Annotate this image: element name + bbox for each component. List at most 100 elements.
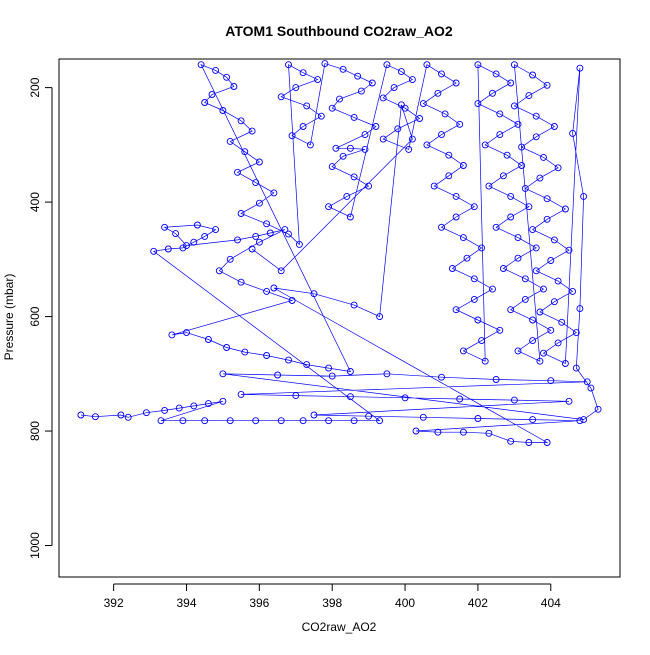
data-point xyxy=(346,393,354,401)
data-point xyxy=(383,61,391,69)
data-point xyxy=(441,110,449,118)
data-point xyxy=(529,226,537,234)
data-point xyxy=(204,336,212,343)
data-point xyxy=(438,223,445,231)
data-point xyxy=(489,285,496,293)
data-point xyxy=(514,347,522,355)
data-point xyxy=(554,164,562,172)
data-point xyxy=(201,417,209,425)
data-point xyxy=(459,162,467,169)
data-point xyxy=(328,104,336,112)
data-point xyxy=(339,65,347,73)
data-point xyxy=(507,306,515,314)
data-point xyxy=(547,326,555,334)
data-point xyxy=(277,267,285,275)
x-tick-label: 402 xyxy=(468,596,488,610)
data-point xyxy=(277,93,285,101)
y-tick-label: 200 xyxy=(28,77,42,97)
data-point xyxy=(77,411,85,419)
data-point xyxy=(438,70,445,78)
data-point xyxy=(179,244,187,252)
data-point xyxy=(576,417,584,425)
data-point xyxy=(237,278,245,286)
data-point xyxy=(576,305,584,313)
data-point xyxy=(550,123,558,130)
data-point xyxy=(303,361,311,369)
data-point xyxy=(292,392,300,400)
data-point xyxy=(299,69,307,77)
data-point xyxy=(554,339,562,347)
data-point xyxy=(521,275,529,283)
data-point xyxy=(521,295,529,303)
data-point xyxy=(277,417,285,425)
data-point xyxy=(583,378,591,386)
data-point xyxy=(543,439,551,446)
data-point xyxy=(142,409,150,417)
data-point xyxy=(288,297,296,304)
data-point xyxy=(423,61,431,69)
x-tick-label: 396 xyxy=(249,596,269,610)
data-point xyxy=(350,173,358,181)
data-point xyxy=(394,125,402,133)
data-point xyxy=(372,123,380,130)
data-point xyxy=(285,356,292,364)
data-point xyxy=(252,417,260,425)
data-point xyxy=(350,301,358,309)
data-point xyxy=(325,364,333,372)
data-point xyxy=(430,182,438,190)
data-point xyxy=(412,427,420,435)
data-point xyxy=(230,83,238,90)
data-point xyxy=(408,76,416,84)
data-point xyxy=(580,416,588,424)
data-point xyxy=(117,411,125,419)
data-point xyxy=(452,213,460,221)
data-point xyxy=(274,371,282,379)
data-point xyxy=(193,221,201,229)
data-point xyxy=(285,61,292,69)
series-line xyxy=(80,63,599,443)
data-point xyxy=(518,162,526,169)
data-point xyxy=(565,397,573,405)
data-point xyxy=(594,405,602,413)
data-point xyxy=(252,179,260,187)
data-point xyxy=(190,402,198,410)
data-point xyxy=(219,370,227,378)
data-point xyxy=(357,87,365,95)
data-point xyxy=(343,192,351,200)
x-axis-label: CO2raw_AO2 xyxy=(302,620,377,634)
data-point xyxy=(423,141,431,149)
data-point xyxy=(510,396,518,404)
data-point xyxy=(339,152,347,160)
data-point xyxy=(496,326,504,334)
data-point xyxy=(547,377,555,385)
data-point xyxy=(365,412,373,420)
data-point xyxy=(201,232,209,240)
data-point xyxy=(401,394,409,402)
data-point xyxy=(445,151,453,159)
data-point xyxy=(208,91,216,98)
data-point xyxy=(197,61,205,69)
data-point xyxy=(470,275,478,283)
data-point xyxy=(459,234,467,242)
data-point xyxy=(532,267,540,275)
data-point xyxy=(390,84,398,92)
data-point xyxy=(514,120,522,128)
data-point xyxy=(270,189,278,197)
data-point xyxy=(310,290,318,298)
data-point xyxy=(379,135,387,143)
x-tick-label: 398 xyxy=(322,596,342,610)
data-point xyxy=(325,417,333,425)
x-tick-label: 394 xyxy=(176,596,196,610)
data-point xyxy=(248,245,256,253)
data-point xyxy=(179,417,187,425)
data-point xyxy=(376,417,384,425)
data-point xyxy=(292,84,300,92)
data-point xyxy=(445,172,453,180)
data-point xyxy=(361,131,369,139)
data-point xyxy=(529,316,537,324)
data-point xyxy=(481,141,489,149)
data-point xyxy=(474,316,482,324)
data-point xyxy=(543,81,551,89)
